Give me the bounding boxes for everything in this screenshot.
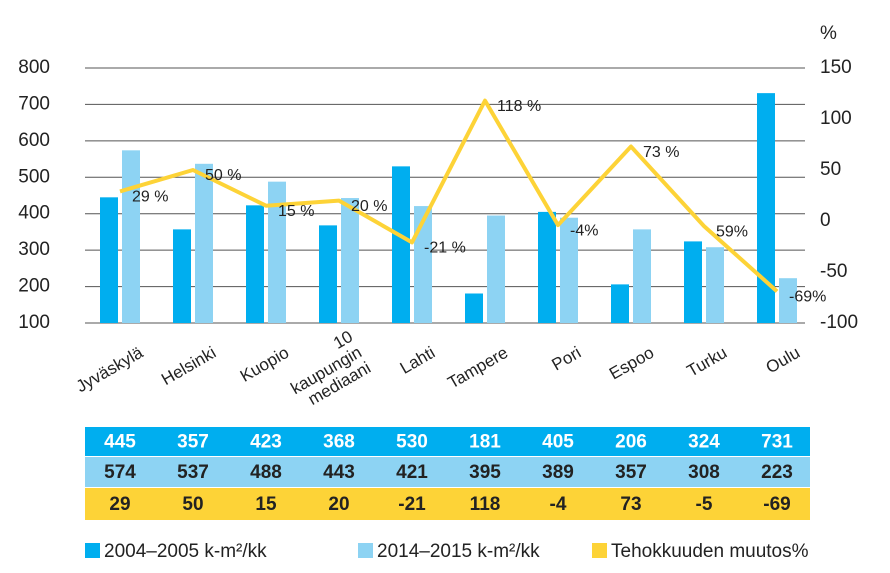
bar — [757, 93, 775, 323]
x-tick-label: Jyväskylä — [73, 343, 147, 397]
legend-label: 2004–2005 k-m²/kk — [104, 541, 267, 562]
annotation: 50 % — [205, 167, 241, 184]
x-tick-label: Espoo — [606, 343, 657, 384]
y2-tick-label: 50 — [820, 159, 841, 180]
table-cell: 118 — [470, 494, 501, 515]
bar — [779, 278, 797, 323]
table-cell: 443 — [323, 462, 355, 483]
table-cell: -69 — [763, 494, 790, 515]
legend-swatch — [358, 543, 373, 558]
x-tick-label: Oulu — [763, 343, 804, 377]
annotation: 20 % — [351, 198, 387, 215]
annotation: 118 % — [497, 98, 541, 115]
y-tick-label: 500 — [18, 166, 50, 187]
table-cell: 29 — [109, 494, 130, 515]
table-cell: 445 — [104, 432, 136, 453]
bar — [392, 166, 410, 323]
bar — [341, 198, 359, 323]
y2-tick-label: -50 — [820, 261, 847, 282]
table-cell: 20 — [328, 494, 349, 515]
bar — [246, 205, 264, 323]
table-cell: -21 — [398, 494, 426, 515]
bar — [611, 284, 629, 323]
table-cell: -4 — [550, 494, 567, 515]
y2-tick-label: 100 — [820, 108, 852, 129]
x-tick-label: Pori — [549, 343, 585, 375]
table-cell: 405 — [542, 432, 574, 453]
legend-label: Tehokkuuden muutos% — [611, 541, 809, 562]
bar — [173, 229, 191, 323]
y-tick-label: 600 — [18, 130, 50, 151]
y2-tick-label: 150 — [820, 57, 852, 78]
x-tick-label: Tampere — [444, 343, 511, 393]
table-cell: 488 — [250, 462, 282, 483]
annotation: 29 % — [132, 189, 168, 206]
table-cell: 389 — [542, 462, 574, 483]
table-cell: 368 — [323, 432, 355, 453]
y-tick-label: 100 — [18, 312, 50, 333]
line — [119, 98, 779, 293]
bar — [268, 181, 286, 323]
table-row — [85, 488, 810, 520]
table-cell: 15 — [255, 494, 277, 515]
table-row — [85, 457, 810, 487]
bar — [122, 150, 140, 323]
y-tick-label: 200 — [18, 276, 50, 297]
table-cell: 357 — [177, 432, 209, 453]
x-tick-label: 10kaupunginmediaani — [279, 327, 374, 414]
table-cell: 731 — [761, 432, 793, 453]
bar — [684, 241, 702, 323]
table-cell: 50 — [182, 494, 203, 515]
annotation: -69% — [789, 289, 826, 306]
annotation: 15 % — [278, 203, 314, 220]
bar — [538, 211, 556, 323]
table-cell: 324 — [688, 432, 720, 453]
bar — [319, 225, 337, 323]
table-cell: 421 — [396, 462, 428, 483]
table-cell: 574 — [104, 462, 136, 483]
x-tick-label: Turku — [684, 343, 731, 381]
table-cell: 357 — [615, 462, 647, 483]
y-tick-label: 300 — [18, 239, 50, 260]
y-tick-label: 700 — [18, 93, 50, 114]
y2-axis-label: % — [820, 23, 837, 44]
legend-swatch — [592, 543, 607, 558]
bar — [414, 206, 432, 323]
table-row — [85, 427, 810, 456]
legend-label: 2014–2015 k-m²/kk — [377, 541, 540, 562]
table-cell: 181 — [469, 432, 501, 453]
annotation: 59% — [716, 223, 748, 240]
legend-swatch — [85, 543, 100, 558]
y-tick-label: 400 — [18, 203, 50, 224]
table-cell: -5 — [696, 494, 713, 515]
table-cell: 537 — [177, 462, 209, 483]
table-cell: 530 — [396, 432, 428, 453]
bar — [465, 293, 483, 323]
annotation: -4% — [570, 222, 598, 239]
bar — [560, 217, 578, 323]
table-cell: 395 — [469, 462, 501, 483]
bar — [487, 215, 505, 323]
y2-tick-label: -100 — [820, 312, 858, 333]
table-cell: 206 — [615, 432, 647, 453]
y-tick-label: 800 — [18, 57, 50, 78]
annotation: -21 % — [424, 240, 466, 257]
annotation: 73 % — [643, 144, 679, 161]
table-cell: 223 — [761, 462, 793, 483]
bar — [633, 229, 651, 323]
table-cell: 308 — [688, 462, 720, 483]
bar — [195, 163, 213, 323]
bar — [100, 197, 118, 323]
x-tick-label: Helsinki — [158, 343, 219, 389]
y2-tick-label: 0 — [820, 210, 831, 231]
table-cell: 423 — [250, 432, 282, 453]
x-tick-label: Kuopio — [237, 343, 292, 386]
x-tick-label: Lahti — [397, 343, 438, 378]
bar — [706, 247, 724, 323]
table-cell: 73 — [620, 494, 641, 515]
